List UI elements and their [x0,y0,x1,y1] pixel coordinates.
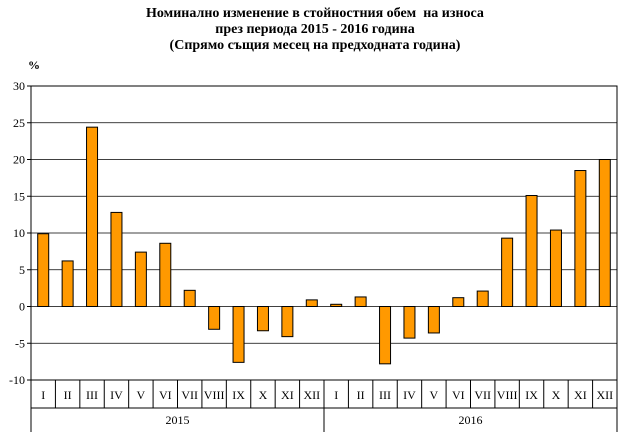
bar [37,233,50,307]
y-tick-label: 0 [19,300,25,314]
bar [61,260,74,307]
x-tick-label: VIII [497,388,518,402]
bar [110,211,123,307]
bar [305,299,318,308]
x-tick-label: X [552,388,561,402]
bar [159,242,172,307]
y-tick-label: 30 [13,79,25,93]
x-tick-label: VI [452,388,465,402]
bar [354,296,367,308]
chart-title-line-2: през периода 2015 - 2016 година [215,22,415,37]
x-tick-label: V [430,388,439,402]
x-tick-label: II [64,388,72,402]
bar [598,159,611,307]
bar [330,303,343,308]
x-tick-label: VI [159,388,172,402]
x-tick-label: III [379,388,391,402]
y-tick-label: 20 [13,153,25,167]
y-axis-label: % [28,58,40,72]
bar [281,306,294,338]
group-label: 2016 [459,413,483,427]
x-tick-label: XI [574,388,587,402]
bar [86,126,99,307]
x-tick-label: IX [525,388,538,402]
bar [476,290,489,308]
y-tick-label: 25 [13,116,25,130]
bar [452,297,465,307]
y-tick-label: 10 [13,226,25,240]
bar [574,170,587,307]
y-tick-label: -5 [15,336,25,350]
x-tick-label: XII [303,388,320,402]
bar [208,306,221,330]
x-tick-label: III [86,388,98,402]
x-tick-label: IV [110,388,123,402]
x-tick-label: II [357,388,365,402]
x-tick-label: VII [181,388,198,402]
x-tick-label: IV [403,388,416,402]
bar [403,306,416,339]
x-tick-label: I [334,388,338,402]
y-tick-label: 5 [19,263,25,277]
y-tick-label: -10 [9,373,25,387]
chart-title-line-3: (Спрямо същия месец на предходната годин… [169,38,461,53]
x-tick-label: IX [232,388,245,402]
x-tick-label: XI [281,388,294,402]
bar [501,237,514,308]
bar [183,289,196,307]
x-tick-label: V [137,388,146,402]
chart-title-line-1: Номинално изменение в стойностния обем н… [146,6,484,21]
bar [525,195,538,307]
x-tick-label: X [259,388,268,402]
x-tick-label: I [41,388,45,402]
bar [256,306,269,332]
bar [232,306,245,363]
bar [134,251,147,307]
x-tick-label: VIII [204,388,225,402]
group-label: 2015 [166,413,190,427]
y-tick-label: 15 [13,189,25,203]
bar [427,306,440,334]
bar [379,306,392,365]
x-tick-label: VII [474,388,491,402]
bar [549,229,562,307]
x-tick-label: XII [596,388,613,402]
